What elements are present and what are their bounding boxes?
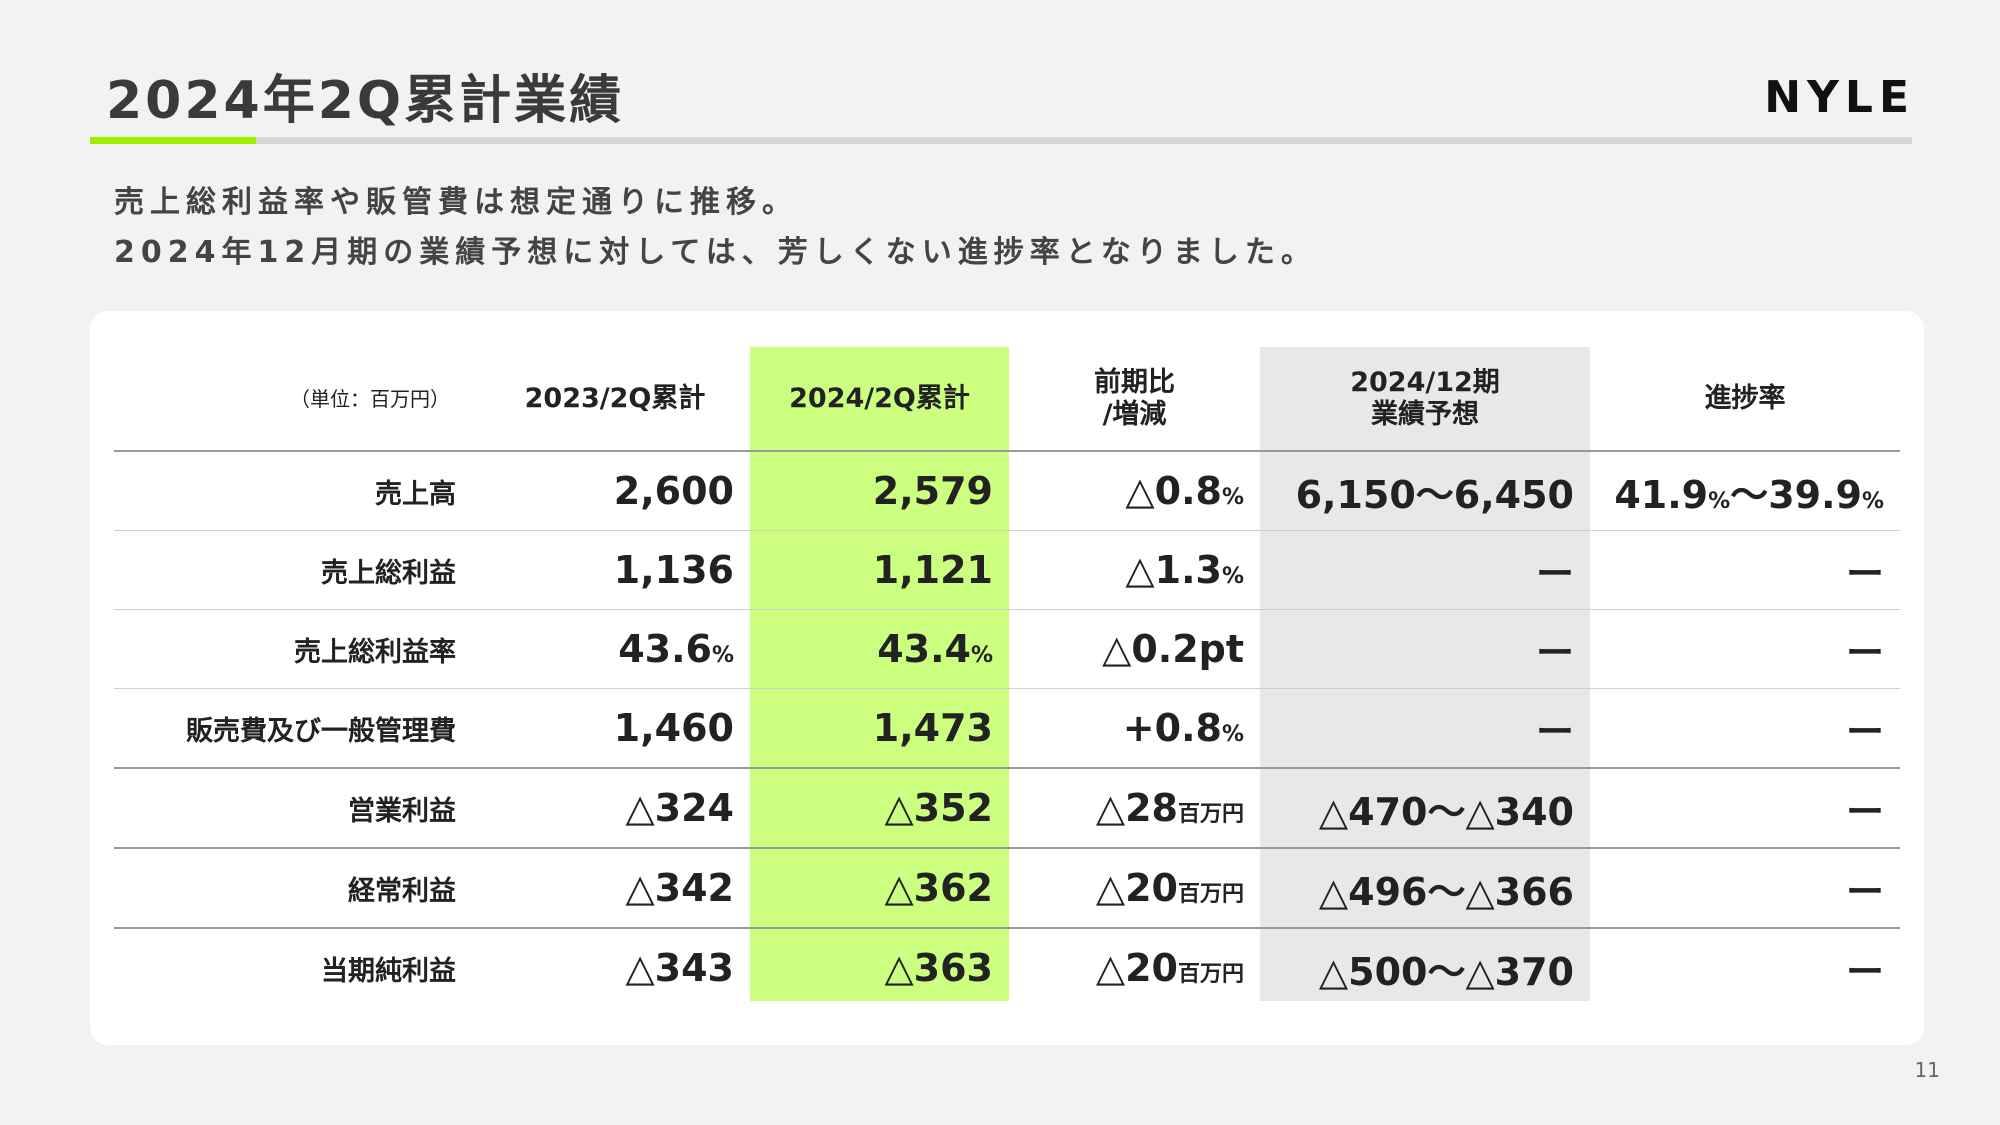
progress-value: 41.9%〜39.9% [1590,450,1900,531]
row-label: 売上高 [114,450,480,531]
progress-unit-2: % [1861,488,1884,514]
page-number: 11 [1914,1058,1940,1082]
yoy-number: △28 [1095,786,1178,830]
table-header-row: （単位：百万円） 2023/2Q累計 2024/2Q累計 前期比 /増減 202… [114,347,1900,451]
current-value: 43.4% [750,609,1009,689]
yoy-number: △1.3 [1125,548,1222,592]
table-row: 営業利益 △324 △352 △28百万円 △470〜△340 ー [114,767,1900,848]
table-row: 販売費及び一般管理費 1,460 1,473 +0.8% ー ー [114,688,1900,768]
progress-value: ー [1590,609,1900,689]
prev-value: 2,600 [480,450,750,531]
progress-value: ー [1590,530,1900,610]
table-row: 経常利益 △342 △362 △20百万円 △496〜△366 ー [114,847,1900,928]
results-table: （単位：百万円） 2023/2Q累計 2024/2Q累計 前期比 /増減 202… [114,347,1900,1007]
header-forecast: 2024/12期 業績予想 [1260,347,1590,451]
yoy-value: △20百万円 [1009,847,1260,928]
yoy-value: △0.8% [1009,450,1260,531]
progress-number-2: 39.9 [1768,472,1862,517]
header-yoy-line1: 前期比 [1094,366,1175,398]
current-value: △362 [750,847,1009,928]
prev-value: 1,136 [480,530,750,610]
forecast-value: 6,150〜6,450 [1260,450,1590,531]
progress-number: 41.9 [1614,472,1709,517]
progress-separator: 〜 [1730,472,1769,517]
progress-value: ー [1590,927,1900,1007]
current-value: 1,121 [750,530,1009,610]
row-label: 販売費及び一般管理費 [114,688,480,768]
yoy-unit: 百万円 [1177,802,1244,827]
results-card: （単位：百万円） 2023/2Q累計 2024/2Q累計 前期比 /増減 202… [90,311,1924,1045]
row-label: 当期純利益 [114,927,480,1007]
header-yoy-line2: /増減 [1102,398,1167,430]
row-label: 営業利益 [114,767,480,848]
header-progress: 進捗率 [1704,382,1786,414]
yoy-number: △20 [1095,866,1178,910]
unit-label: （単位：百万円） [290,386,450,411]
prev-value: △342 [480,847,750,928]
forecast-value: ー [1260,530,1590,610]
title-divider-accent [90,137,256,144]
header-forecast-line1: 2024/12期 [1350,366,1500,398]
current-value: 1,473 [750,688,1009,768]
prev-value: 43.6% [480,609,750,689]
summary-line-1: 売上総利益率や販管費は想定通りに推移。 [114,185,798,220]
current-number: 43.4 [877,627,971,671]
prev-value: △324 [480,767,750,848]
summary-line-2: 2024年12月期の業績予想に対しては、芳しくない進捗率となりました。 [114,235,1317,270]
table-row: 売上高 2,600 2,579 △0.8% 6,150〜6,450 41.9%〜… [114,450,1900,531]
nyle-logo: NYLE [1764,72,1915,123]
row-label: 経常利益 [114,847,480,928]
summary-text: 売上総利益率や販管費は想定通りに推移。 2024年12月期の業績予想に対しては、… [114,178,1317,278]
current-unit: % [970,643,993,668]
forecast-value: △500〜△370 [1260,927,1590,1007]
yoy-number: +0.8 [1122,706,1222,750]
forecast-value: ー [1260,688,1590,768]
yoy-value: △1.3% [1009,530,1260,610]
yoy-number: △20 [1095,946,1178,990]
progress-value: ー [1590,847,1900,928]
current-value: 2,579 [750,450,1009,531]
forecast-value: △470〜△340 [1260,767,1590,848]
yoy-unit: % [1221,485,1244,510]
header-forecast-line2: 業績予想 [1371,398,1479,430]
prev-number: 43.6 [618,627,712,671]
current-value: △363 [750,927,1009,1007]
prev-value: △343 [480,927,750,1007]
yoy-unit: % [1221,564,1244,589]
table-row: 売上総利益率 43.6% 43.4% △0.2pt ー ー [114,609,1900,689]
yoy-value: △0.2pt [1009,609,1260,689]
progress-value: ー [1590,688,1900,768]
table-row: 当期純利益 △343 △363 △20百万円 △500〜△370 ー [114,927,1900,1007]
yoy-value: +0.8% [1009,688,1260,768]
current-value: △352 [750,767,1009,848]
forecast-value: △496〜△366 [1260,847,1590,928]
row-label: 売上総利益 [114,530,480,610]
yoy-value: △20百万円 [1009,927,1260,1007]
page-title: 2024年2Q累計業績 [106,71,625,131]
yoy-value: △28百万円 [1009,767,1260,848]
yoy-number: △0.8 [1125,469,1222,513]
progress-unit: % [1708,488,1731,514]
progress-value: ー [1590,767,1900,848]
title-divider [90,137,1912,144]
header-yoy: 前期比 /増減 [1009,347,1260,451]
prev-unit: % [711,643,734,668]
header-current-period: 2024/2Q累計 [789,382,970,414]
table-row: 売上総利益 1,136 1,121 △1.3% ー ー [114,530,1900,610]
yoy-unit: 百万円 [1177,962,1244,987]
yoy-unit: % [1221,722,1244,747]
header-prev-period: 2023/2Q累計 [524,382,706,414]
forecast-value: ー [1260,609,1590,689]
yoy-unit: 百万円 [1177,882,1244,907]
row-label: 売上総利益率 [114,609,480,689]
prev-value: 1,460 [480,688,750,768]
